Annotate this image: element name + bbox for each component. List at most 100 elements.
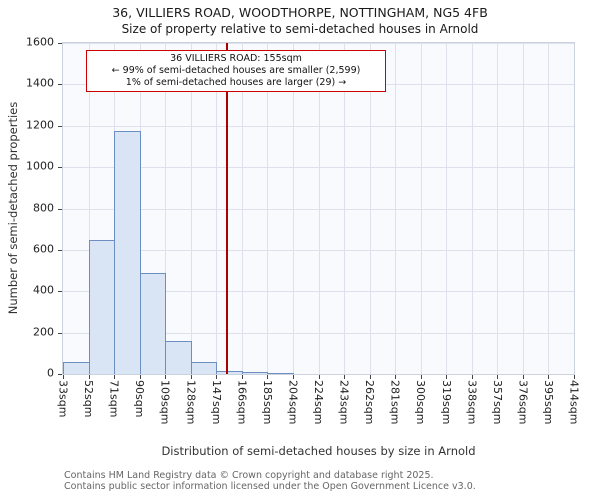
gridline-vertical (497, 43, 499, 374)
gridline-vertical (369, 43, 371, 374)
annotation-box: 36 VILLIERS ROAD: 155sqm ← 99% of semi-d… (86, 50, 386, 92)
histogram-bar (267, 372, 294, 374)
x-tick-label: 90sqm (133, 380, 147, 418)
gridline-vertical (292, 43, 294, 374)
x-tick-label: 414sqm (567, 380, 581, 425)
gridline-vertical (241, 43, 243, 374)
x-tick-label: 185sqm (260, 380, 274, 425)
x-tick-label: 71sqm (107, 380, 121, 418)
footer: Contains HM Land Registry data © Crown c… (64, 470, 476, 492)
x-tick-label: 109sqm (158, 380, 172, 425)
y-tick-mark (58, 208, 62, 210)
x-tick-label: 357sqm (490, 380, 504, 425)
gridline-vertical (471, 43, 473, 374)
footer-line-1: Contains HM Land Registry data © Crown c… (64, 470, 434, 481)
y-tick-label: 400 (33, 283, 54, 297)
x-tick-label: 147sqm (209, 380, 223, 425)
gridline-vertical (344, 43, 346, 374)
x-tick-mark (88, 375, 90, 379)
y-tick-mark (58, 374, 62, 375)
y-tick-mark (58, 167, 62, 169)
gridline-vertical (267, 43, 269, 374)
gridline-vertical (88, 43, 90, 374)
property-size-marker-line (225, 43, 228, 374)
x-tick-mark (318, 375, 320, 379)
y-tick-label: 200 (33, 325, 54, 339)
y-tick-label: 800 (33, 201, 54, 214)
histogram-bar (165, 340, 192, 374)
x-tick-mark (114, 375, 116, 379)
gridline-vertical (318, 43, 320, 374)
page-subtitle: Size of property relative to semi-detach… (121, 22, 479, 36)
x-tick-label: 338sqm (465, 380, 479, 425)
histogram-bar (216, 370, 243, 374)
x-tick-label: 262sqm (363, 380, 377, 425)
x-tick-mark (292, 375, 294, 379)
histogram-bar (88, 239, 116, 374)
x-tick-mark (139, 375, 141, 379)
y-tick-label: 0 (47, 366, 54, 380)
y-tick-mark (58, 332, 62, 334)
x-tick-label: 300sqm (414, 380, 428, 425)
gridline-vertical (216, 43, 218, 374)
histogram-bar (63, 361, 90, 374)
y-tick-mark (58, 249, 62, 251)
y-tick-mark (58, 125, 62, 127)
histogram-bar (241, 371, 269, 374)
x-tick-mark (216, 375, 218, 379)
x-tick-mark (574, 375, 575, 379)
gridline-vertical (165, 43, 167, 374)
y-axis-tick-labels: 0 200 400 600 800 1000 1200 1400 1600 (0, 36, 58, 380)
x-tick-label: 128sqm (184, 380, 198, 425)
x-tick-mark (241, 375, 243, 379)
y-tick-mark (58, 291, 62, 293)
x-tick-mark (420, 375, 422, 379)
x-tick-label: 243sqm (337, 380, 351, 425)
x-tick-label: 224sqm (312, 380, 325, 425)
x-tick-label: 376sqm (516, 380, 530, 425)
x-tick-label: 52sqm (82, 380, 96, 418)
y-tick-label: 1000 (26, 159, 54, 173)
x-tick-mark (446, 375, 448, 379)
x-tick-mark (522, 375, 524, 379)
annotation-line-1: 36 VILLIERS ROAD: 155sqm (170, 53, 302, 64)
histogram-bar (139, 272, 167, 374)
x-tick-mark (63, 375, 64, 379)
x-tick-mark (395, 375, 397, 379)
annotation-line-3: 1% of semi-detached houses are larger (2… (125, 77, 347, 88)
page-title: 36, VILLIERS ROAD, WOODTHORPE, NOTTINGHA… (112, 5, 488, 20)
y-tick-label: 1400 (26, 76, 54, 90)
x-tick-label: 395sqm (541, 380, 555, 425)
x-tick-label: 319sqm (439, 380, 453, 425)
x-axis-title: Distribution of semi-detached houses by … (161, 444, 476, 458)
x-tick-mark (190, 375, 192, 379)
x-tick-label: 204sqm (286, 380, 300, 425)
histogram-bar (114, 130, 141, 374)
plot-area (62, 42, 575, 375)
x-tick-mark (471, 375, 473, 379)
gridline-vertical (395, 43, 397, 374)
x-tick-label: 166sqm (235, 380, 249, 425)
gridline-vertical (190, 43, 192, 374)
y-tick-mark (58, 84, 62, 86)
y-tick-mark (58, 43, 62, 44)
y-tick-label: 1200 (26, 118, 54, 132)
x-tick-mark (165, 375, 167, 379)
x-tick-label: 33sqm (56, 380, 70, 418)
y-tick-label: 1600 (26, 35, 54, 49)
x-tick-mark (548, 375, 550, 379)
x-tick-mark (369, 375, 371, 379)
histogram-bar (190, 361, 218, 374)
x-tick-mark (267, 375, 269, 379)
gridline-vertical (522, 43, 524, 374)
x-tick-mark (497, 375, 499, 379)
x-tick-mark (344, 375, 346, 379)
gridline-vertical (548, 43, 550, 374)
footer-line-2: Contains public sector information licen… (64, 481, 476, 492)
gridline-vertical (420, 43, 422, 374)
y-tick-label: 600 (33, 242, 54, 256)
gridline-vertical (446, 43, 448, 374)
annotation-line-2: ← 99% of semi-detached houses are smalle… (111, 65, 361, 76)
x-tick-label: 281sqm (388, 380, 402, 425)
